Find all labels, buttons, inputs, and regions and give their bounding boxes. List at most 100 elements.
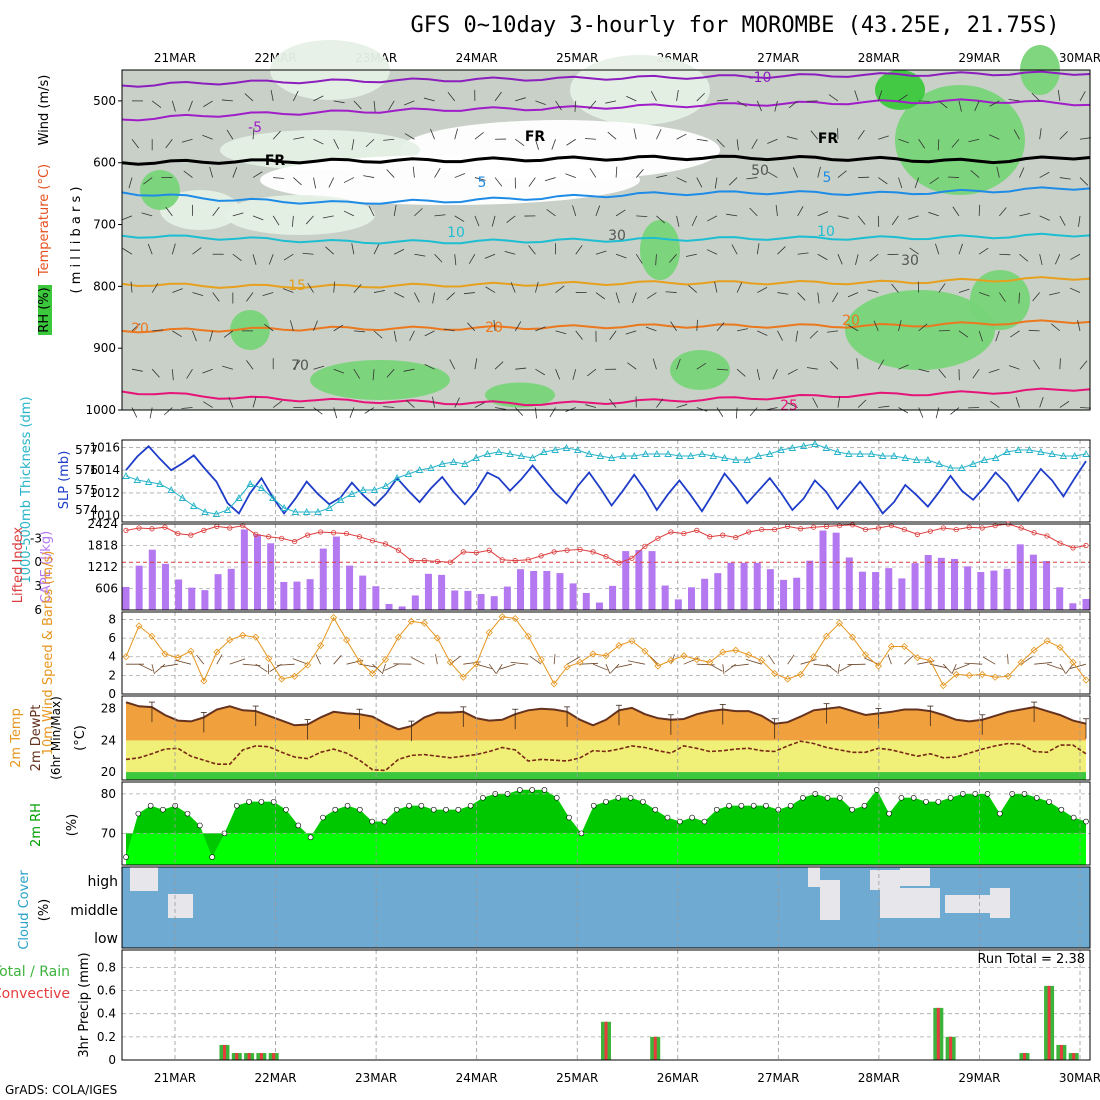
cape-bar bbox=[1069, 603, 1077, 610]
precip-convective-bar bbox=[1072, 1053, 1076, 1060]
wind-barb bbox=[203, 401, 213, 408]
wind-barb bbox=[353, 330, 365, 333]
wind-barb bbox=[756, 243, 760, 255]
contour-label: 10 bbox=[447, 225, 465, 241]
contour-label: FR bbox=[265, 153, 286, 169]
cape-bar bbox=[1016, 544, 1024, 610]
wind-barb bbox=[305, 215, 314, 225]
thickness-marker bbox=[382, 482, 390, 489]
rh-marker bbox=[147, 802, 154, 809]
wind-barb bbox=[595, 205, 601, 217]
cape-bar bbox=[964, 566, 972, 610]
wind-barb bbox=[216, 654, 223, 665]
contour-label: 5 bbox=[478, 175, 487, 191]
cape-bar bbox=[240, 529, 248, 610]
wind-barb bbox=[212, 206, 220, 217]
precip-convective-bar bbox=[1047, 985, 1051, 1060]
li-marker bbox=[292, 538, 298, 545]
wind-barb bbox=[555, 330, 567, 335]
wind-barb bbox=[192, 247, 202, 255]
wind-barb bbox=[935, 407, 940, 419]
thickness-marker bbox=[201, 508, 209, 515]
wind-barb bbox=[574, 100, 577, 112]
cape-bar bbox=[701, 578, 709, 610]
rh-marker bbox=[406, 802, 412, 809]
wind-marker bbox=[628, 637, 636, 645]
wind-marker bbox=[732, 646, 740, 654]
wind-barb bbox=[424, 330, 435, 337]
y-tick-label: -3 bbox=[30, 531, 42, 545]
wind-barb bbox=[1039, 128, 1042, 140]
wind-barb bbox=[546, 209, 556, 217]
wind-barb bbox=[635, 254, 643, 264]
y-axis-label: (6hr Min/Max) bbox=[49, 696, 63, 780]
li-marker bbox=[616, 560, 622, 566]
y-tick-label: 1012 bbox=[89, 486, 120, 500]
wind-barb bbox=[196, 654, 205, 665]
wind-barb bbox=[409, 330, 415, 341]
wind-barb bbox=[978, 330, 983, 342]
date-label: 25MAR bbox=[556, 1071, 598, 1085]
wind-barb bbox=[877, 359, 885, 370]
wind-barb bbox=[731, 663, 749, 667]
wind-marker bbox=[848, 633, 857, 641]
wind-barb bbox=[349, 407, 355, 418]
y-tick-label: 0.4 bbox=[97, 1007, 116, 1021]
wind-marker bbox=[550, 680, 558, 688]
date-label: 28MAR bbox=[858, 51, 900, 65]
rh-marker bbox=[123, 854, 129, 860]
wind-barb bbox=[998, 292, 1006, 302]
cloud-block bbox=[820, 880, 840, 920]
thickness-marker bbox=[246, 480, 254, 487]
wind-barb bbox=[504, 250, 516, 255]
date-label: 30MAR bbox=[1059, 51, 1100, 65]
y-axis-label: 3hr Precip (mm) bbox=[77, 952, 92, 1057]
wind-barb bbox=[656, 215, 665, 224]
wind-barb bbox=[449, 359, 456, 370]
wind-barb bbox=[131, 138, 139, 149]
li-marker bbox=[382, 541, 389, 547]
wind-barb bbox=[494, 407, 506, 410]
cape-bar bbox=[687, 587, 695, 610]
y-tick-label: 576 bbox=[75, 463, 98, 477]
wind-barb bbox=[223, 330, 234, 338]
wind-barb bbox=[272, 215, 280, 226]
y-tick-label: 1212 bbox=[87, 560, 118, 574]
wind-barb bbox=[131, 407, 138, 418]
wind-barb bbox=[1046, 663, 1063, 670]
date-label: 21MAR bbox=[154, 1071, 196, 1085]
wind-barb bbox=[463, 292, 475, 295]
wind-barb bbox=[996, 166, 1000, 178]
wind-barb bbox=[432, 396, 435, 408]
wind-barb bbox=[918, 139, 926, 149]
wind-marker bbox=[1082, 676, 1090, 684]
wind-barb bbox=[171, 243, 176, 255]
rh-marker bbox=[787, 802, 794, 809]
wind-barb bbox=[292, 658, 308, 665]
wind-barb bbox=[787, 402, 798, 408]
wind-barb bbox=[832, 292, 839, 303]
date-label: 28MAR bbox=[858, 1071, 900, 1085]
date-label: 27MAR bbox=[757, 51, 799, 65]
li-marker bbox=[629, 555, 635, 561]
wind-barb bbox=[1049, 292, 1060, 296]
date-label: 22MAR bbox=[254, 1071, 296, 1085]
contour-label: 25 bbox=[780, 398, 798, 414]
wind-barb bbox=[232, 212, 244, 217]
wind-barb bbox=[952, 206, 960, 217]
wind-barb bbox=[587, 368, 597, 377]
rh-area bbox=[310, 360, 450, 400]
wind-barb bbox=[1079, 360, 1088, 370]
wind-marker bbox=[368, 669, 377, 678]
wind-barb bbox=[293, 136, 305, 140]
wind-barb bbox=[282, 288, 294, 293]
wind-barb bbox=[1039, 396, 1044, 408]
rh-marker bbox=[1033, 795, 1040, 801]
wind-barb bbox=[272, 130, 281, 140]
wind-barb bbox=[970, 170, 980, 178]
wind-marker bbox=[433, 634, 441, 642]
wind-barb bbox=[646, 292, 657, 299]
wind-barb bbox=[528, 245, 536, 255]
wind-barb bbox=[995, 330, 1000, 342]
wind-marker bbox=[1069, 658, 1077, 666]
